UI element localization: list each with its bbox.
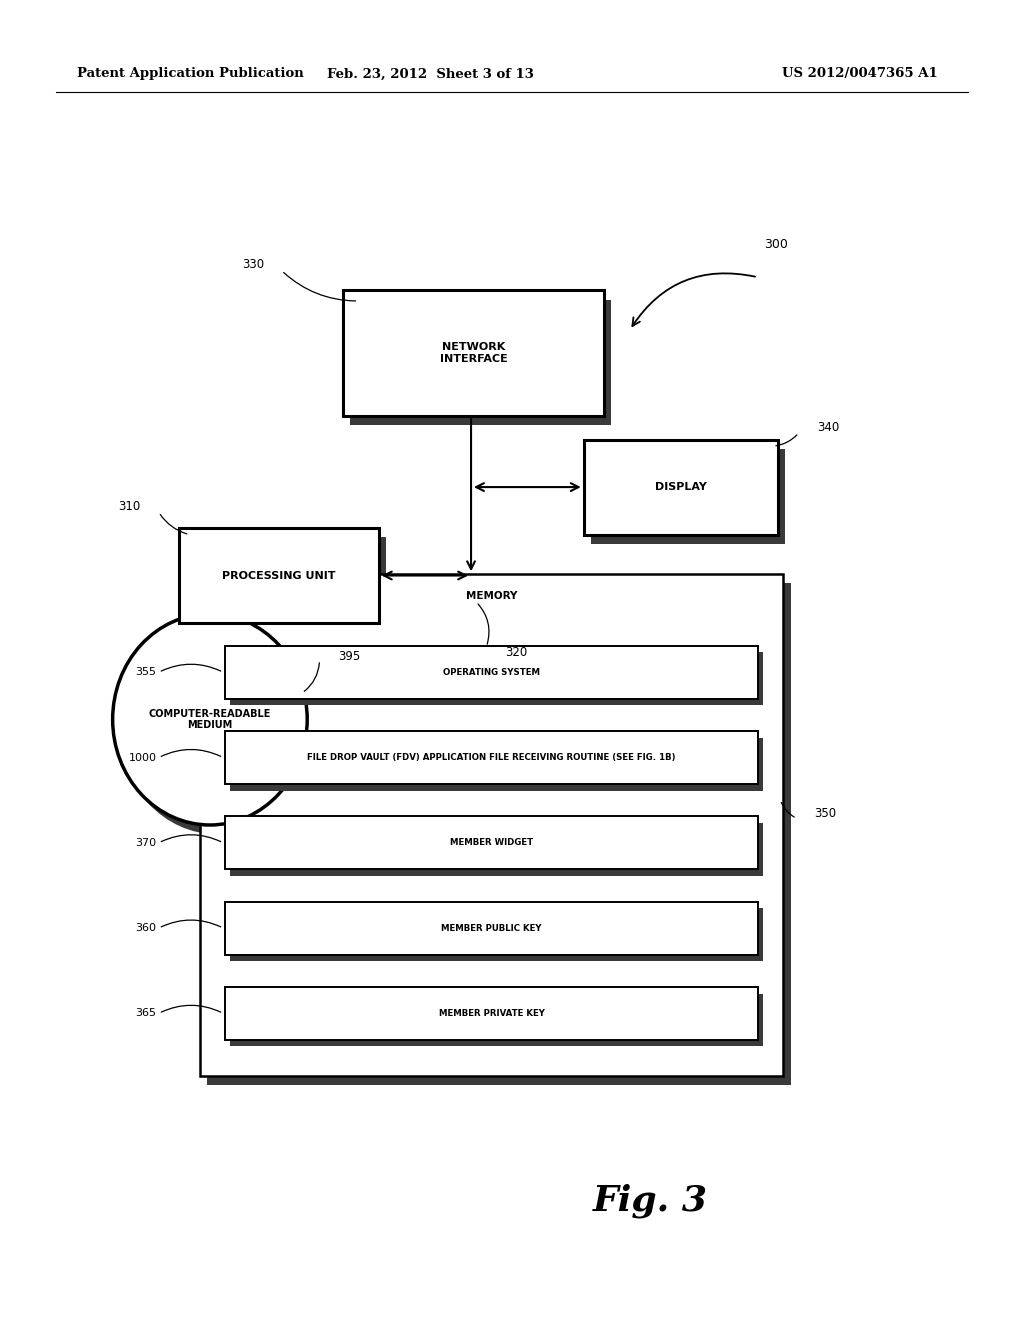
Text: MEMBER PUBLIC KEY: MEMBER PUBLIC KEY	[441, 924, 542, 933]
Bar	[230, 652, 763, 705]
Text: 1000: 1000	[129, 752, 157, 763]
Text: 330: 330	[242, 257, 264, 271]
Text: MEMBER PRIVATE KEY: MEMBER PRIVATE KEY	[438, 1008, 545, 1018]
Text: MEMORY: MEMORY	[466, 591, 517, 602]
Bar	[186, 537, 386, 632]
Bar	[225, 645, 758, 698]
Bar	[343, 290, 604, 416]
Text: DISPLAY: DISPLAY	[655, 482, 707, 492]
Bar	[230, 908, 763, 961]
Bar	[584, 440, 778, 535]
Ellipse shape	[120, 623, 314, 834]
Bar	[207, 583, 791, 1085]
Text: 300: 300	[764, 238, 788, 251]
Text: 365: 365	[135, 1008, 157, 1018]
Text: Fig. 3: Fig. 3	[593, 1184, 708, 1218]
Bar	[225, 902, 758, 954]
Bar	[230, 994, 763, 1047]
Text: COMPUTER-READABLE
MEDIUM: COMPUTER-READABLE MEDIUM	[148, 709, 271, 730]
Text: 340: 340	[817, 421, 840, 434]
Bar	[200, 574, 783, 1076]
Text: 310: 310	[118, 500, 140, 513]
Text: Feb. 23, 2012  Sheet 3 of 13: Feb. 23, 2012 Sheet 3 of 13	[327, 67, 534, 81]
Bar	[225, 731, 758, 784]
Bar	[230, 738, 763, 791]
Bar	[230, 822, 763, 876]
Text: FILE DROP VAULT (FDV) APPLICATION FILE RECEIVING ROUTINE (SEE FIG. 1B): FILE DROP VAULT (FDV) APPLICATION FILE R…	[307, 752, 676, 762]
Text: 370: 370	[135, 838, 157, 847]
Text: US 2012/0047365 A1: US 2012/0047365 A1	[782, 67, 938, 81]
Bar	[225, 816, 758, 870]
Bar	[179, 528, 379, 623]
Text: PROCESSING UNIT: PROCESSING UNIT	[222, 570, 336, 581]
Bar	[225, 987, 758, 1040]
Text: Patent Application Publication: Patent Application Publication	[77, 67, 303, 81]
Text: 320: 320	[505, 645, 527, 659]
Text: 355: 355	[135, 668, 157, 677]
Text: OPERATING SYSTEM: OPERATING SYSTEM	[443, 668, 540, 677]
Text: MEMBER WIDGET: MEMBER WIDGET	[450, 838, 534, 847]
Bar	[591, 449, 785, 544]
Text: 350: 350	[814, 807, 837, 820]
Bar	[350, 300, 611, 425]
Text: NETWORK
INTERFACE: NETWORK INTERFACE	[439, 342, 508, 364]
Text: 395: 395	[338, 649, 360, 663]
Ellipse shape	[113, 614, 307, 825]
Text: 360: 360	[135, 923, 157, 933]
